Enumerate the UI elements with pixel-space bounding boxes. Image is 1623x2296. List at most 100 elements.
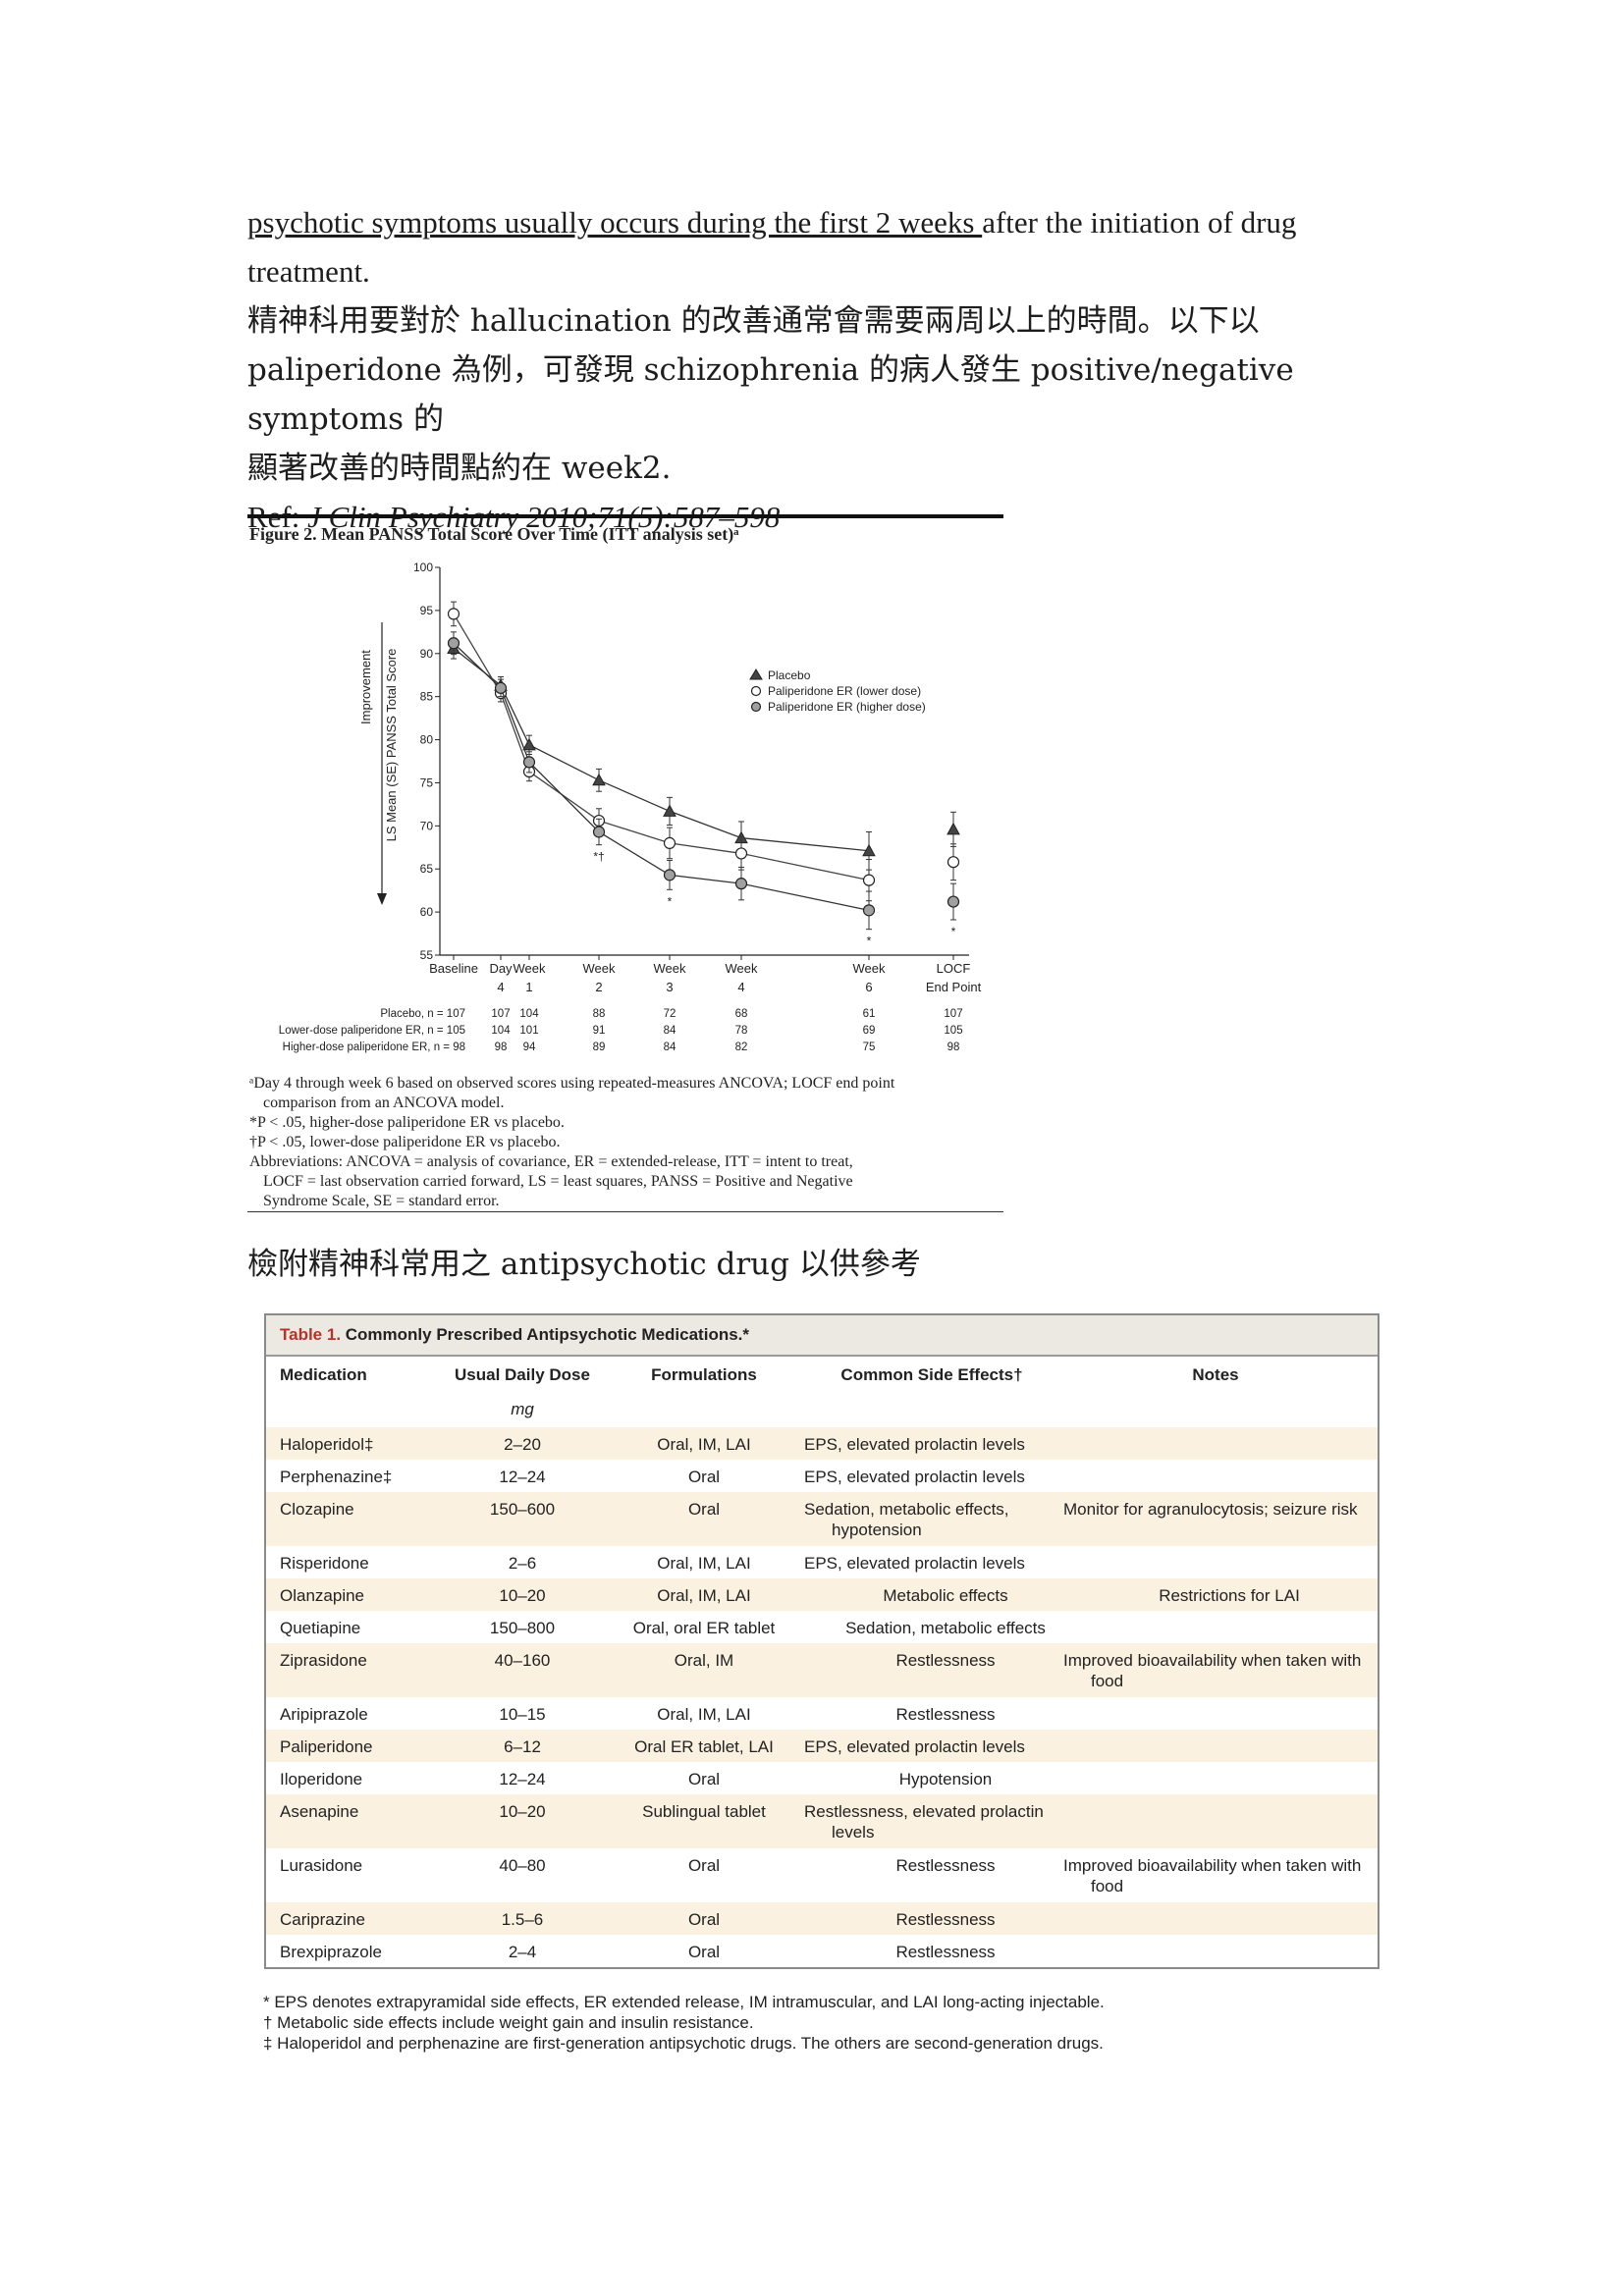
cell-medication: Haloperidol‡ bbox=[280, 1435, 374, 1454]
cell-side-effects: Hypotension bbox=[898, 1770, 993, 1789]
cell-notes bbox=[1063, 1546, 1395, 1553]
data-point-higher-dose bbox=[522, 756, 536, 769]
cell-formulations: Oral bbox=[687, 1500, 721, 1519]
legend-marker-placebo bbox=[749, 668, 763, 680]
cell-notes bbox=[1063, 1697, 1395, 1704]
n-table-value: 105 bbox=[944, 1025, 962, 1037]
cell-side-effects: EPS, elevated prolactin levels bbox=[804, 1435, 1025, 1454]
cell-side-effects: Metabolic effects bbox=[883, 1586, 1008, 1605]
table-row: Aripiprazole 10–15 Oral, IM, LAI Restlessne… bbox=[266, 1697, 1378, 1730]
table-row: Brexpiprazole 2–4 Oral Restlessness bbox=[266, 1935, 1378, 1967]
y-tick-label: 80 bbox=[420, 733, 434, 747]
line-1: psychotic symptoms usually occurs during… bbox=[247, 198, 1377, 247]
cell-notes: Improved bioavailability when taken with… bbox=[1063, 1651, 1362, 1690]
n-table-label: Placebo, n = 107 bbox=[380, 1008, 465, 1020]
n-table-value: 98 bbox=[947, 1041, 960, 1053]
data-point-higher-dose bbox=[663, 869, 676, 881]
n-table-label: Higher-dose paliperidone ER, n = 98 bbox=[283, 1041, 465, 1053]
table-row: Asenapine 10–20 Sublingual tablet Restlessn… bbox=[266, 1794, 1378, 1848]
table-row: Ziprasidone 40–160 Oral, IM Restlessness Imp… bbox=[266, 1643, 1378, 1697]
cell-formulations: Oral bbox=[687, 1943, 721, 1961]
cell-dose: 2–4 bbox=[508, 1943, 537, 1961]
y-tick-label: 85 bbox=[420, 690, 434, 704]
legend-label: Paliperidone ER (lower dose) bbox=[768, 684, 921, 698]
col-header-side-effects: Common Side Effects† bbox=[840, 1365, 1023, 1384]
line-5: 顯著改善的時間點約在 week2. bbox=[247, 451, 672, 486]
x-tick-label: End Point bbox=[926, 980, 982, 994]
n-table-value: 94 bbox=[523, 1041, 536, 1053]
data-point-lower-dose bbox=[663, 836, 676, 849]
n-table-value: 104 bbox=[519, 1008, 539, 1020]
cell-medication: Brexpiprazole bbox=[280, 1943, 382, 1961]
table-row: Clozapine 150–600 Oral Sedation, metabolic … bbox=[266, 1492, 1378, 1546]
table-footnote: ‡ Haloperidol and perphenazine are first… bbox=[263, 2034, 1104, 2053]
cell-notes bbox=[1063, 1730, 1395, 1736]
n-table-value: 107 bbox=[491, 1008, 510, 1020]
x-tick-label: 6 bbox=[865, 980, 872, 994]
x-tick-label: Baseline bbox=[429, 961, 478, 976]
intro-paragraph: psychotic symptoms usually occurs during… bbox=[247, 198, 1377, 542]
n-table-value: 69 bbox=[863, 1025, 876, 1037]
cell-side-effects: Restlessness, elevated prolactin levels bbox=[804, 1802, 1044, 1842]
data-point-higher-dose bbox=[592, 826, 606, 838]
figure-footnote: Abbreviations: ANCOVA = analysis of cova… bbox=[249, 1153, 853, 1170]
x-tick-label: Week bbox=[583, 961, 616, 976]
data-point-placebo bbox=[862, 843, 876, 857]
table-row: Quetiapine 150–800 Oral, oral ER tablet Sed… bbox=[266, 1611, 1378, 1643]
n-table-value: 82 bbox=[735, 1041, 748, 1053]
n-table-value: 107 bbox=[944, 1008, 962, 1020]
y-axis-label: LS Mean (SE) PANSS Total Score bbox=[384, 649, 399, 842]
figure-footnote: comparison from an ANCOVA model. bbox=[263, 1095, 505, 1111]
table-footnote: * EPS denotes extrapyramidal side effect… bbox=[263, 1993, 1105, 2011]
figure-footnote: ᵃDay 4 through week 6 based on observed … bbox=[249, 1075, 895, 1092]
cell-formulations: Oral, IM bbox=[674, 1651, 734, 1670]
figure-footnote: *P < .05, higher-dose paliperidone ER vs… bbox=[249, 1114, 565, 1131]
data-point-placebo bbox=[663, 804, 676, 817]
data-point-higher-dose bbox=[734, 878, 748, 890]
significance-mark: *† bbox=[593, 850, 604, 864]
data-point-higher-dose bbox=[447, 637, 460, 650]
table-title-text: Commonly Prescribed Antipsychotic Medica… bbox=[341, 1325, 750, 1344]
series-line-1 bbox=[453, 614, 870, 881]
x-tick-label: LOCF bbox=[937, 961, 971, 976]
n-table-value: 91 bbox=[593, 1025, 606, 1037]
underlined-phrase: psychotic symptoms usually occurs during… bbox=[247, 205, 983, 240]
y-tick-label: 90 bbox=[420, 647, 434, 661]
cell-dose: 10–20 bbox=[499, 1586, 546, 1605]
cell-formulations: Oral bbox=[687, 1910, 721, 1929]
n-table-label: Lower-dose paliperidone ER, n = 105 bbox=[279, 1025, 465, 1037]
significance-mark: * bbox=[668, 894, 673, 908]
table-header-row: Medication Usual Daily Dose Formulations… bbox=[266, 1357, 1378, 1392]
y-tick-label: 75 bbox=[420, 775, 434, 789]
col-header-dose: Usual Daily Dose bbox=[455, 1365, 590, 1384]
cell-medication: Aripiprazole bbox=[280, 1705, 368, 1724]
table-row: Perphenazine‡ 12–24 Oral EPS, elevated prol… bbox=[266, 1460, 1378, 1492]
figure-footnote: LOCF = last observation carried forward,… bbox=[263, 1173, 853, 1190]
y-tick-label: 65 bbox=[420, 862, 434, 876]
cell-medication: Risperidone bbox=[280, 1554, 369, 1573]
cell-side-effects: Restlessness bbox=[895, 1943, 996, 1961]
table-body: Haloperidol‡ 2–20 Oral, IM, LAI EPS, elevat… bbox=[266, 1427, 1378, 1967]
n-table-value: 84 bbox=[664, 1025, 676, 1037]
cell-side-effects: Restlessness bbox=[895, 1856, 996, 1875]
x-tick-label: 1 bbox=[525, 980, 532, 994]
cell-dose: 2–20 bbox=[504, 1435, 541, 1454]
cell-medication: Olanzapine bbox=[280, 1586, 365, 1605]
table-row: Iloperidone 12–24 Oral Hypotension bbox=[266, 1762, 1378, 1794]
table-title: Table 1. Commonly Prescribed Antipsychot… bbox=[266, 1315, 1378, 1357]
n-table-value: 72 bbox=[664, 1008, 676, 1020]
col-header-formulations: Formulations bbox=[651, 1365, 757, 1384]
data-point-placebo bbox=[947, 822, 960, 835]
x-tick-label: 2 bbox=[595, 980, 602, 994]
table-units-row: mg bbox=[266, 1392, 1378, 1427]
line-3: 精神科用要對於 hallucination 的改善通常會需要兩周以上的時間。以下… bbox=[247, 303, 1260, 339]
n-table-value: 78 bbox=[735, 1025, 748, 1037]
legend-label: Placebo bbox=[768, 668, 811, 682]
figure-caption: Figure 2. Mean PANSS Total Score Over Ti… bbox=[249, 524, 739, 544]
cell-side-effects: Sedation, metabolic effects, hypotension bbox=[804, 1500, 1009, 1539]
table-row: Cariprazine 1.5–6 Oral Restlessness bbox=[266, 1902, 1378, 1935]
cell-side-effects: EPS, elevated prolactin levels bbox=[804, 1554, 1025, 1573]
cell-notes bbox=[1063, 1794, 1395, 1801]
cell-side-effects: Restlessness bbox=[895, 1651, 996, 1670]
legend-marker-higher-dose bbox=[750, 701, 762, 713]
